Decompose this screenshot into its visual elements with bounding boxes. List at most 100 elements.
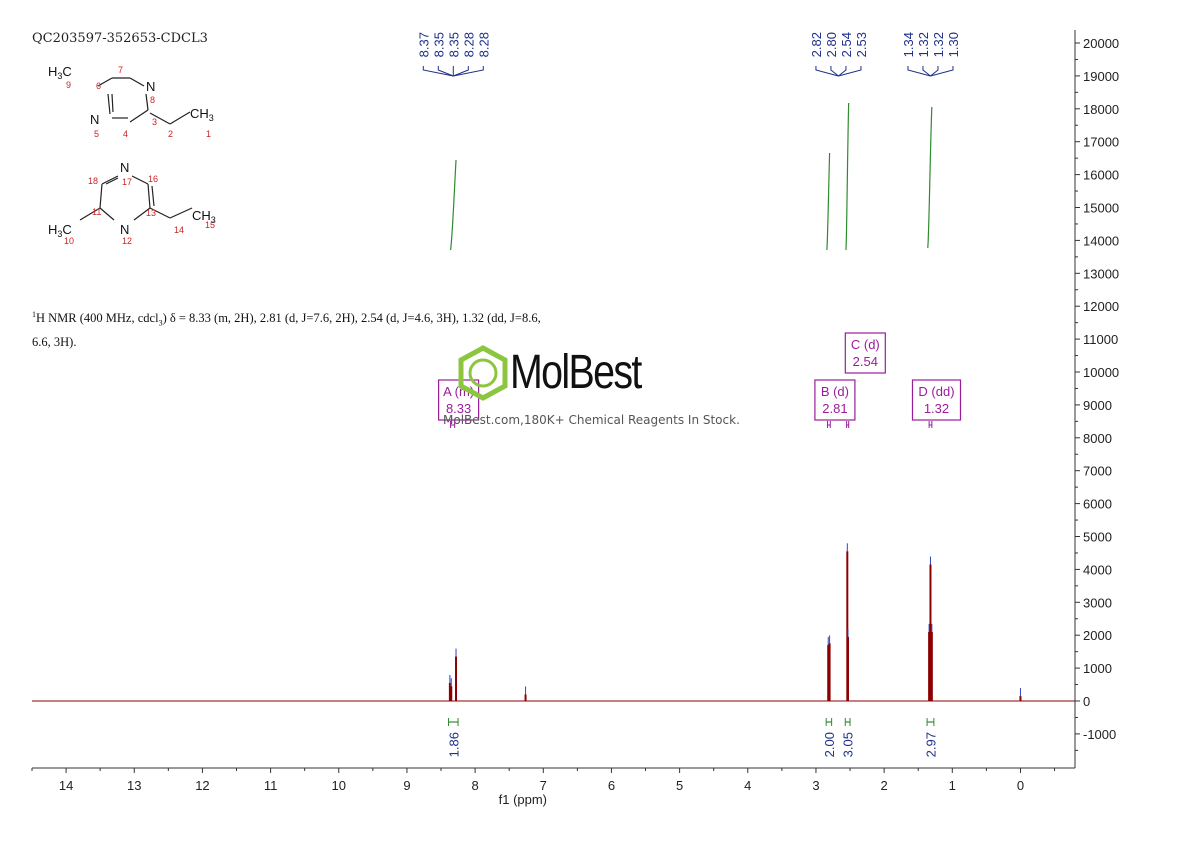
y-tick-label: 19000: [1083, 69, 1119, 84]
peak-shift-label: 8.35: [446, 32, 461, 57]
x-tick-label: 13: [127, 778, 141, 793]
struct1-num: 1: [206, 129, 211, 139]
x-tick-label: 0: [1017, 778, 1024, 793]
nmr-line1-prefix: H NMR (400 MHz, cdcl: [36, 311, 159, 326]
struct2-num: 17: [122, 177, 132, 187]
x-tick-label: 12: [195, 778, 209, 793]
nucleus-superscript: 1: [32, 310, 36, 319]
peak-shift-label: 8.35: [431, 32, 446, 57]
x-tick-label: 7: [540, 778, 547, 793]
x-tick-label: 1: [949, 778, 956, 793]
x-tick-label: 14: [59, 778, 73, 793]
x-tick-label: 4: [744, 778, 751, 793]
multiplet-box: [911, 379, 962, 421]
struct2-num: 14: [174, 225, 184, 235]
struct1-num: 7: [118, 65, 123, 75]
y-tick-label: 9000: [1083, 398, 1112, 413]
peak-shift-label: 1.32: [916, 32, 931, 57]
struct2-n-bottom: N: [120, 222, 129, 237]
multiplet-shift: 2.54: [853, 354, 878, 369]
peak-label-connector: [453, 66, 484, 77]
peak-shift-label: 2.82: [809, 32, 824, 57]
struct2-num: 15: [205, 220, 215, 230]
nmr-line1-rest: ) δ = 8.33 (m, 2H), 2.81 (d, J=7.6, 2H),…: [162, 311, 541, 326]
integral-value: 2.00: [822, 732, 837, 757]
peak-shift-label: 2.80: [824, 32, 839, 57]
peak-shift-label: 2.53: [854, 32, 869, 57]
x-tick-label: 2: [881, 778, 888, 793]
y-tick-label: 3000: [1083, 595, 1112, 610]
peak-label-connector: [930, 66, 954, 77]
struct1-num: 9: [66, 80, 71, 90]
struct1-h3c: H3C: [48, 64, 72, 81]
integral-value: 1.86: [446, 732, 461, 757]
multiplet-shift: 2.81: [822, 401, 847, 416]
y-tick-label: 20000: [1083, 36, 1119, 51]
peak-shift-label: 1.32: [931, 32, 946, 57]
struct2-num: 18: [88, 176, 98, 186]
peak-label-connector: [422, 66, 454, 77]
y-tick-label: 17000: [1083, 135, 1119, 150]
x-axis-label: f1 (ppm): [499, 792, 547, 807]
y-tick-label: 0: [1083, 694, 1090, 709]
x-tick-label: 8: [471, 778, 478, 793]
peak-label-connector: [453, 66, 469, 77]
integral-curve: [826, 152, 831, 251]
y-tick-label: 8000: [1083, 431, 1112, 446]
peak-shift-label: 2.54: [839, 32, 854, 57]
peak-label-connector: [907, 66, 931, 77]
multiplet-name: C (d): [851, 337, 880, 352]
benzene-logo-icon: [458, 345, 508, 401]
y-tick-label: 6000: [1083, 497, 1112, 512]
struct1-num: 4: [123, 129, 128, 139]
y-tick-label: 2000: [1083, 628, 1112, 643]
integral-curve: [927, 106, 933, 249]
peak-label-connector: [922, 66, 931, 77]
x-tick-label: 10: [332, 778, 346, 793]
struct2-num: 10: [64, 236, 74, 246]
multiplet-shift: 1.32: [924, 401, 949, 416]
struct2-n-top: N: [120, 160, 129, 175]
y-tick-label: 15000: [1083, 201, 1119, 216]
peak-label-connector: [838, 66, 847, 77]
struct1-num: 6: [96, 81, 101, 91]
nmr-line2: 6.6, 3H).: [32, 334, 77, 349]
peak-shift-label: 8.28: [476, 32, 491, 57]
watermark-name: MolBest: [510, 346, 642, 399]
multiplet-name: B (d): [821, 384, 849, 399]
peak-label-connector: [437, 66, 454, 77]
structure-1: H3C N N CH3 9 6 7 8 5 4 3 2 1: [48, 64, 214, 139]
nmr-description: 1H NMR (400 MHz, cdcl3) δ = 8.33 (m, 2H)…: [32, 306, 592, 351]
y-tick-label: 16000: [1083, 168, 1119, 183]
y-tick-label: 14000: [1083, 233, 1119, 248]
peak-label-connector: [930, 66, 939, 77]
watermark-subtitle: MolBest.com,180K+ Chemical Reagents In S…: [443, 413, 740, 427]
y-tick-label: 12000: [1083, 299, 1119, 314]
peak-label-connector: [815, 66, 839, 77]
struct1-n-top: N: [146, 79, 155, 94]
integral-value: 3.05: [841, 732, 856, 757]
struct1-num: 5: [94, 129, 99, 139]
struct2-h3c: H3C: [48, 222, 72, 239]
peak-shift-label: 1.34: [901, 32, 916, 57]
struct2-num: 11: [92, 207, 101, 217]
struct2-num: 16: [148, 174, 158, 184]
x-tick-label: 3: [812, 778, 819, 793]
integral-value: 2.97: [923, 732, 938, 757]
y-tick-label: 11000: [1083, 332, 1118, 347]
struct1-num: 8: [150, 95, 155, 105]
multiplet-box: [814, 379, 856, 421]
x-tick-label: 11: [264, 778, 278, 793]
sample-title: QC203597-352653-CDCL3: [32, 31, 208, 46]
integral-curve: [845, 102, 850, 251]
nmr-line1-sub: 3: [158, 318, 163, 328]
x-tick-label: 5: [676, 778, 683, 793]
y-tick-label: 4000: [1083, 562, 1112, 577]
peak-label-connector: [830, 66, 839, 77]
y-tick-label: 10000: [1083, 365, 1119, 380]
y-tick-label: -1000: [1083, 727, 1116, 742]
multiplet-box: [844, 332, 886, 374]
struct1-num: 3: [152, 117, 157, 127]
peak-label-connector: [838, 66, 862, 77]
